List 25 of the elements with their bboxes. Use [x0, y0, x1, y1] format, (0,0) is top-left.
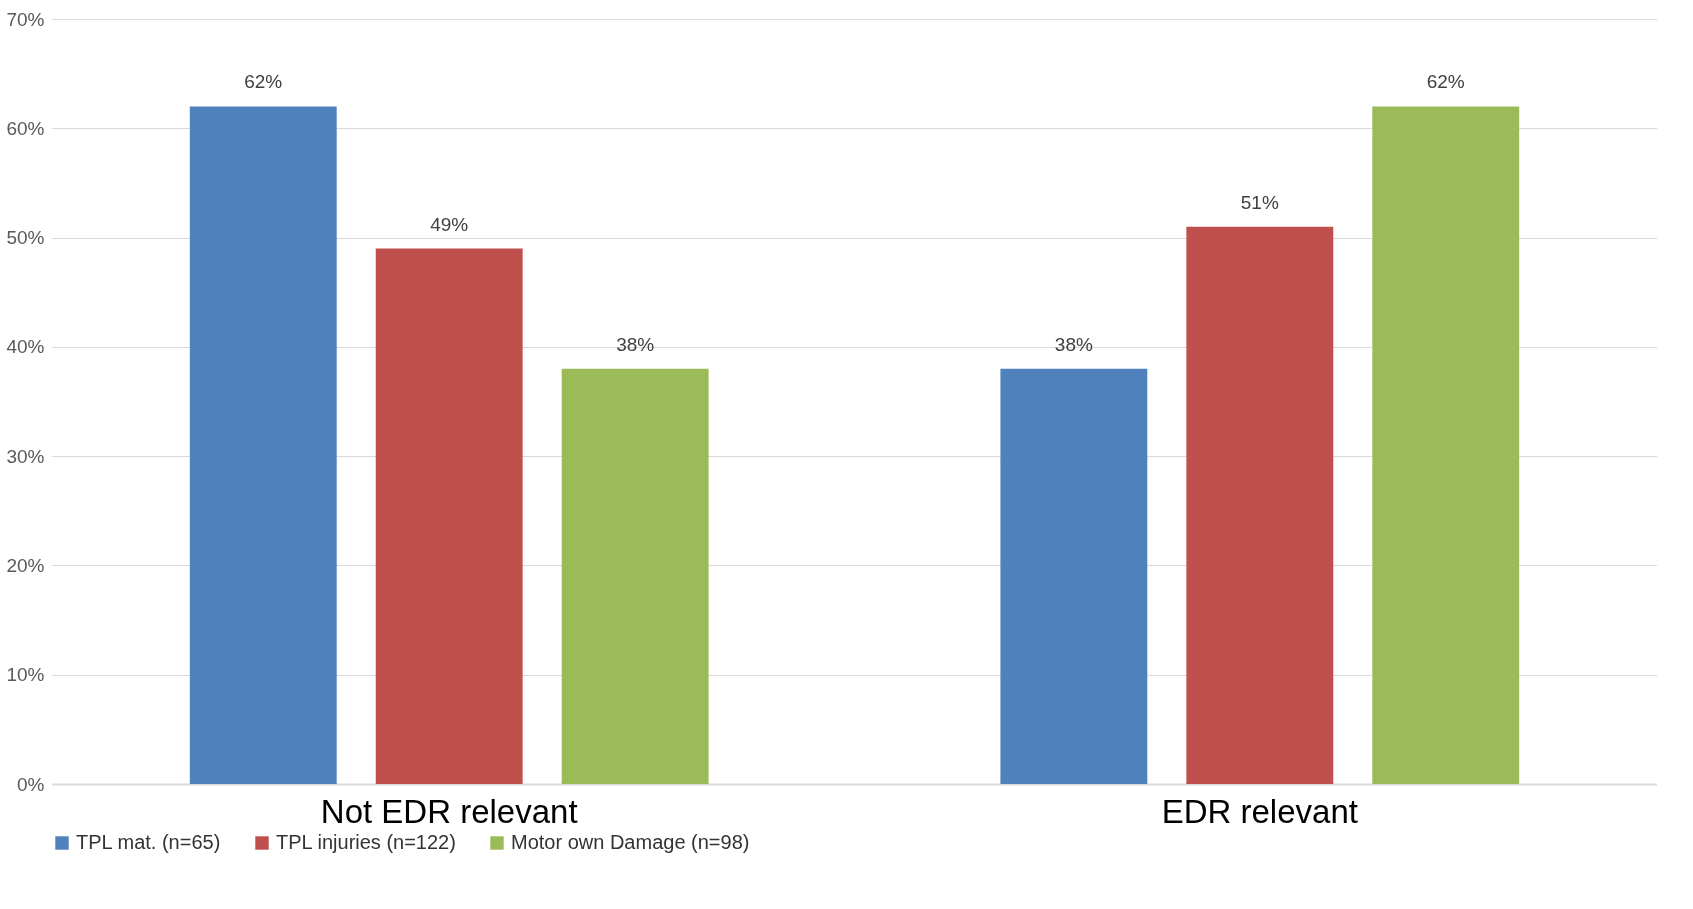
x-tick-label: EDR relevant	[1161, 792, 1358, 830]
y-tick-label: 60%	[6, 117, 45, 139]
bar	[1372, 106, 1520, 784]
legend-label: Motor own Damage (n=98)	[511, 831, 750, 853]
y-tick-label: 20%	[6, 554, 45, 576]
data-label: 62%	[1426, 71, 1465, 93]
y-tick-label: 70%	[6, 8, 45, 30]
data-label: 62%	[244, 71, 283, 93]
data-label: 49%	[430, 213, 469, 235]
x-tick-label: Not EDR relevant	[320, 792, 578, 830]
data-label: 51%	[1240, 191, 1279, 213]
y-tick-label: 40%	[6, 336, 45, 358]
bar	[189, 106, 337, 784]
data-label: 38%	[1054, 333, 1093, 355]
bar	[1000, 368, 1148, 784]
y-tick-label: 0%	[17, 773, 45, 795]
legend-label: TPL injuries (n=122)	[276, 831, 456, 853]
y-tick-label: 30%	[6, 445, 45, 467]
bar	[1186, 226, 1334, 784]
legend-label: TPL mat. (n=65)	[76, 831, 221, 853]
data-label: 38%	[616, 333, 655, 355]
y-tick-label: 10%	[6, 664, 45, 686]
y-tick-label: 50%	[6, 227, 45, 249]
bar	[375, 248, 523, 784]
bar	[561, 368, 709, 784]
